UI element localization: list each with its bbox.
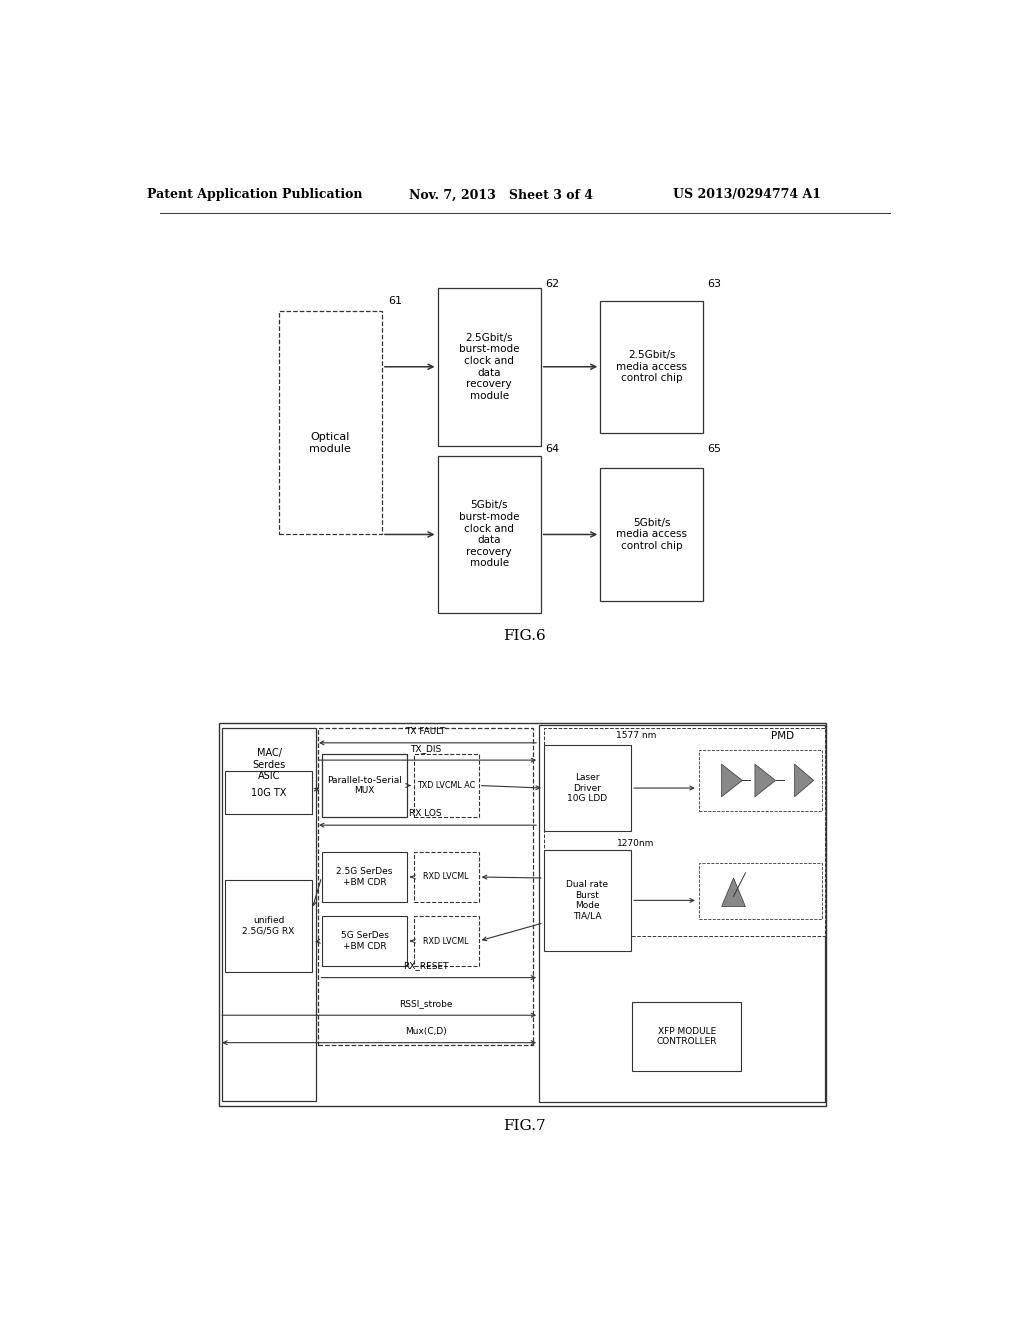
Text: RXD LVCML: RXD LVCML	[424, 936, 469, 945]
Bar	[539, 725, 824, 1102]
Bar	[225, 771, 312, 814]
Text: Patent Application Publication: Patent Application Publication	[147, 189, 362, 202]
Text: XFP MODULE
CONTROLLER: XFP MODULE CONTROLLER	[656, 1027, 717, 1047]
Text: 2.5Gbit/s
burst-mode
clock and
data
recovery
module: 2.5Gbit/s burst-mode clock and data reco…	[459, 333, 519, 401]
Text: 2.5G SerDes
+BM CDR: 2.5G SerDes +BM CDR	[336, 867, 392, 887]
Bar	[544, 727, 824, 936]
Bar	[414, 851, 479, 903]
Polygon shape	[722, 878, 745, 907]
Text: 61: 61	[388, 296, 402, 306]
Bar	[632, 1002, 741, 1071]
Text: Parallel-to-Serial
MUX: Parallel-to-Serial MUX	[327, 776, 402, 795]
Text: RSSI_strobe: RSSI_strobe	[399, 999, 453, 1008]
Text: TXD LVCML AC: TXD LVCML AC	[417, 781, 475, 789]
Text: PMD: PMD	[771, 731, 795, 741]
Text: Dual rate
Burst
Mode
TIA/LA: Dual rate Burst Mode TIA/LA	[566, 880, 608, 920]
Text: US 2013/0294774 A1: US 2013/0294774 A1	[673, 189, 821, 202]
Text: 5G SerDes
+BM CDR: 5G SerDes +BM CDR	[341, 932, 388, 950]
Bar	[219, 722, 826, 1106]
Text: 62: 62	[546, 280, 559, 289]
Text: unified
2.5G/5G RX: unified 2.5G/5G RX	[243, 916, 295, 936]
Bar	[414, 754, 479, 817]
Text: 5Gbit/s
media access
control chip: 5Gbit/s media access control chip	[616, 517, 687, 550]
Text: RXD LVCML: RXD LVCML	[424, 873, 469, 882]
Bar	[600, 469, 703, 601]
Text: TX FAULT: TX FAULT	[406, 727, 445, 735]
Text: 2.5Gbit/s
media access
control chip: 2.5Gbit/s media access control chip	[616, 350, 687, 383]
Bar	[318, 727, 532, 1044]
Polygon shape	[755, 764, 775, 797]
Bar	[322, 851, 408, 903]
Text: 1270nm: 1270nm	[617, 840, 654, 847]
Text: Nov. 7, 2013   Sheet 3 of 4: Nov. 7, 2013 Sheet 3 of 4	[409, 189, 593, 202]
Polygon shape	[795, 764, 814, 797]
Text: 1577 nm: 1577 nm	[615, 731, 656, 741]
Bar	[544, 744, 631, 832]
Bar	[225, 880, 312, 972]
Bar	[414, 916, 479, 966]
Bar	[322, 916, 408, 966]
Text: Optical
module: Optical module	[309, 432, 351, 454]
Text: 64: 64	[546, 444, 559, 454]
Text: 65: 65	[708, 444, 721, 454]
Bar	[221, 727, 316, 1101]
Polygon shape	[722, 764, 742, 797]
Bar	[437, 288, 541, 446]
Text: TX_DIS: TX_DIS	[410, 744, 441, 752]
Bar	[699, 863, 822, 919]
Text: RX_RESET: RX_RESET	[402, 961, 449, 970]
Text: Laser
Driver
10G LDD: Laser Driver 10G LDD	[567, 774, 607, 803]
Bar	[600, 301, 703, 433]
Text: MAC/
Serdes
ASIC: MAC/ Serdes ASIC	[253, 748, 286, 781]
Bar	[699, 750, 822, 810]
Bar	[322, 754, 408, 817]
Text: RX LOS: RX LOS	[410, 809, 442, 818]
Text: FIG.6: FIG.6	[504, 630, 546, 643]
Bar	[544, 850, 631, 952]
Text: Mux(C,D): Mux(C,D)	[404, 1027, 446, 1036]
Text: 63: 63	[708, 280, 721, 289]
Text: FIG.7: FIG.7	[504, 1119, 546, 1133]
Text: 10G TX: 10G TX	[251, 788, 286, 797]
Bar	[279, 312, 382, 535]
Text: 5Gbit/s
burst-mode
clock and
data
recovery
module: 5Gbit/s burst-mode clock and data recove…	[459, 500, 519, 569]
Bar	[437, 455, 541, 614]
